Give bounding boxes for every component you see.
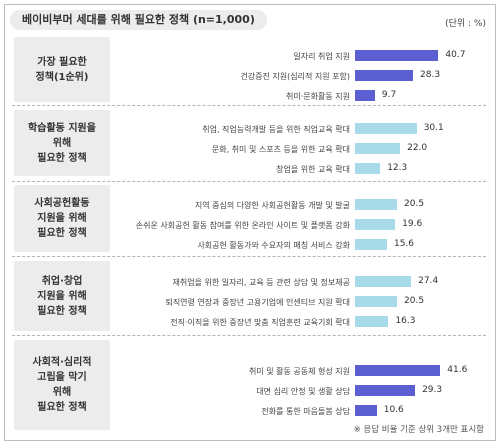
unit-label: (단위 : %) bbox=[445, 19, 486, 29]
bar-value-label: 30.1 bbox=[423, 123, 444, 133]
bar bbox=[355, 49, 439, 61]
footnote: ※ 응답 비율 기준 상위 3개만 표시함 bbox=[353, 425, 484, 435]
bar-value-label: 22.0 bbox=[407, 143, 428, 153]
bar-value-label: 15.6 bbox=[393, 238, 415, 249]
bar-value-label: 41.6 bbox=[447, 365, 468, 375]
bar-label: 대면 심리 안정 및 생활 상담 bbox=[256, 387, 350, 396]
bar-label: 사회공헌 활동가와 수요자의 매칭 서비스 강화 bbox=[197, 240, 350, 250]
bar-value-label: 9.7 bbox=[381, 89, 397, 100]
bar bbox=[355, 276, 412, 287]
bar bbox=[355, 143, 401, 154]
bar-label: 창업을 위한 교육 확대 bbox=[276, 165, 350, 174]
bar-label: 일자리 취업 지원 bbox=[293, 51, 350, 61]
bar-label: 지역 중심의 다양한 사회공헌활동 개발 및 발굴 bbox=[194, 200, 350, 210]
bar-label: 취미·문화활동 지원 bbox=[286, 91, 350, 101]
bar-label: 취미 및 활동 공동체 형성 지원 bbox=[248, 367, 350, 376]
bar bbox=[355, 123, 417, 134]
bar bbox=[355, 69, 413, 81]
bar bbox=[355, 198, 398, 210]
bar-label: 재취업을 위한 일자리, 교육 등 관련 상담 및 정보제공 bbox=[172, 278, 350, 287]
group-separator bbox=[12, 335, 486, 336]
bar-label: 전화를 통한 마음돌봄 상담 bbox=[261, 407, 350, 416]
group-separator bbox=[12, 105, 486, 106]
group-label: 취업·창업 지원을 위해 필요한 정책 bbox=[14, 261, 110, 331]
bar bbox=[355, 405, 377, 416]
bar-value-label: 12.3 bbox=[387, 163, 408, 173]
bar bbox=[355, 163, 381, 174]
group-separator bbox=[12, 181, 486, 182]
bar-label: 전직·이직을 위한 중장년 맞춤 직업훈련 교육기회 확대 bbox=[170, 318, 350, 327]
group-label: 학습활동 지원을 위해 필요한 정책 bbox=[14, 110, 110, 176]
bar-value-label: 20.5 bbox=[404, 198, 425, 209]
bar bbox=[355, 218, 396, 230]
bar-label: 문화, 취미 및 스포츠 등을 위한 교육 확대 bbox=[211, 145, 350, 154]
bar bbox=[355, 296, 398, 307]
group-label: 사회적·심리적 고립을 막기 위해 필요한 정책 bbox=[14, 340, 110, 430]
bar-value-label: 19.6 bbox=[402, 218, 423, 229]
group-label: 가장 필요한 정책(1순위) bbox=[14, 37, 110, 102]
bar-value-label: 27.4 bbox=[418, 276, 439, 286]
chart-title: 베이비부머 세대를 위해 필요한 정책 (n=1,000) bbox=[10, 10, 267, 30]
bar bbox=[355, 385, 416, 396]
bar-label: 건강증진 지원(심리적 지원 포함) bbox=[240, 71, 350, 81]
bar bbox=[355, 316, 389, 327]
bar bbox=[355, 89, 375, 101]
bar-value-label: 20.5 bbox=[404, 296, 425, 306]
bar-label: 퇴직연령 연장과 중장년 고용기업에 인센티브 지원 확대 bbox=[165, 298, 350, 307]
bar bbox=[355, 238, 387, 250]
group-separator bbox=[12, 256, 486, 257]
bar-label: 취업, 직업능력개발 등을 위한 직업교육 확대 bbox=[202, 125, 350, 134]
bar-value-label: 16.3 bbox=[395, 316, 416, 326]
bar-value-label: 29.3 bbox=[422, 385, 443, 395]
bar-value-label: 40.7 bbox=[445, 49, 466, 60]
group-label: 사회공헌활동 지원을 위해 필요한 정책 bbox=[14, 185, 110, 252]
bar-label: 손쉬운 사회공헌 활동 참여를 위한 온라인 사이트 및 플랫폼 강화 bbox=[135, 220, 350, 230]
bar-value-label: 10.6 bbox=[383, 405, 404, 415]
bar-value-label: 28.3 bbox=[420, 69, 441, 80]
bar bbox=[355, 365, 441, 376]
